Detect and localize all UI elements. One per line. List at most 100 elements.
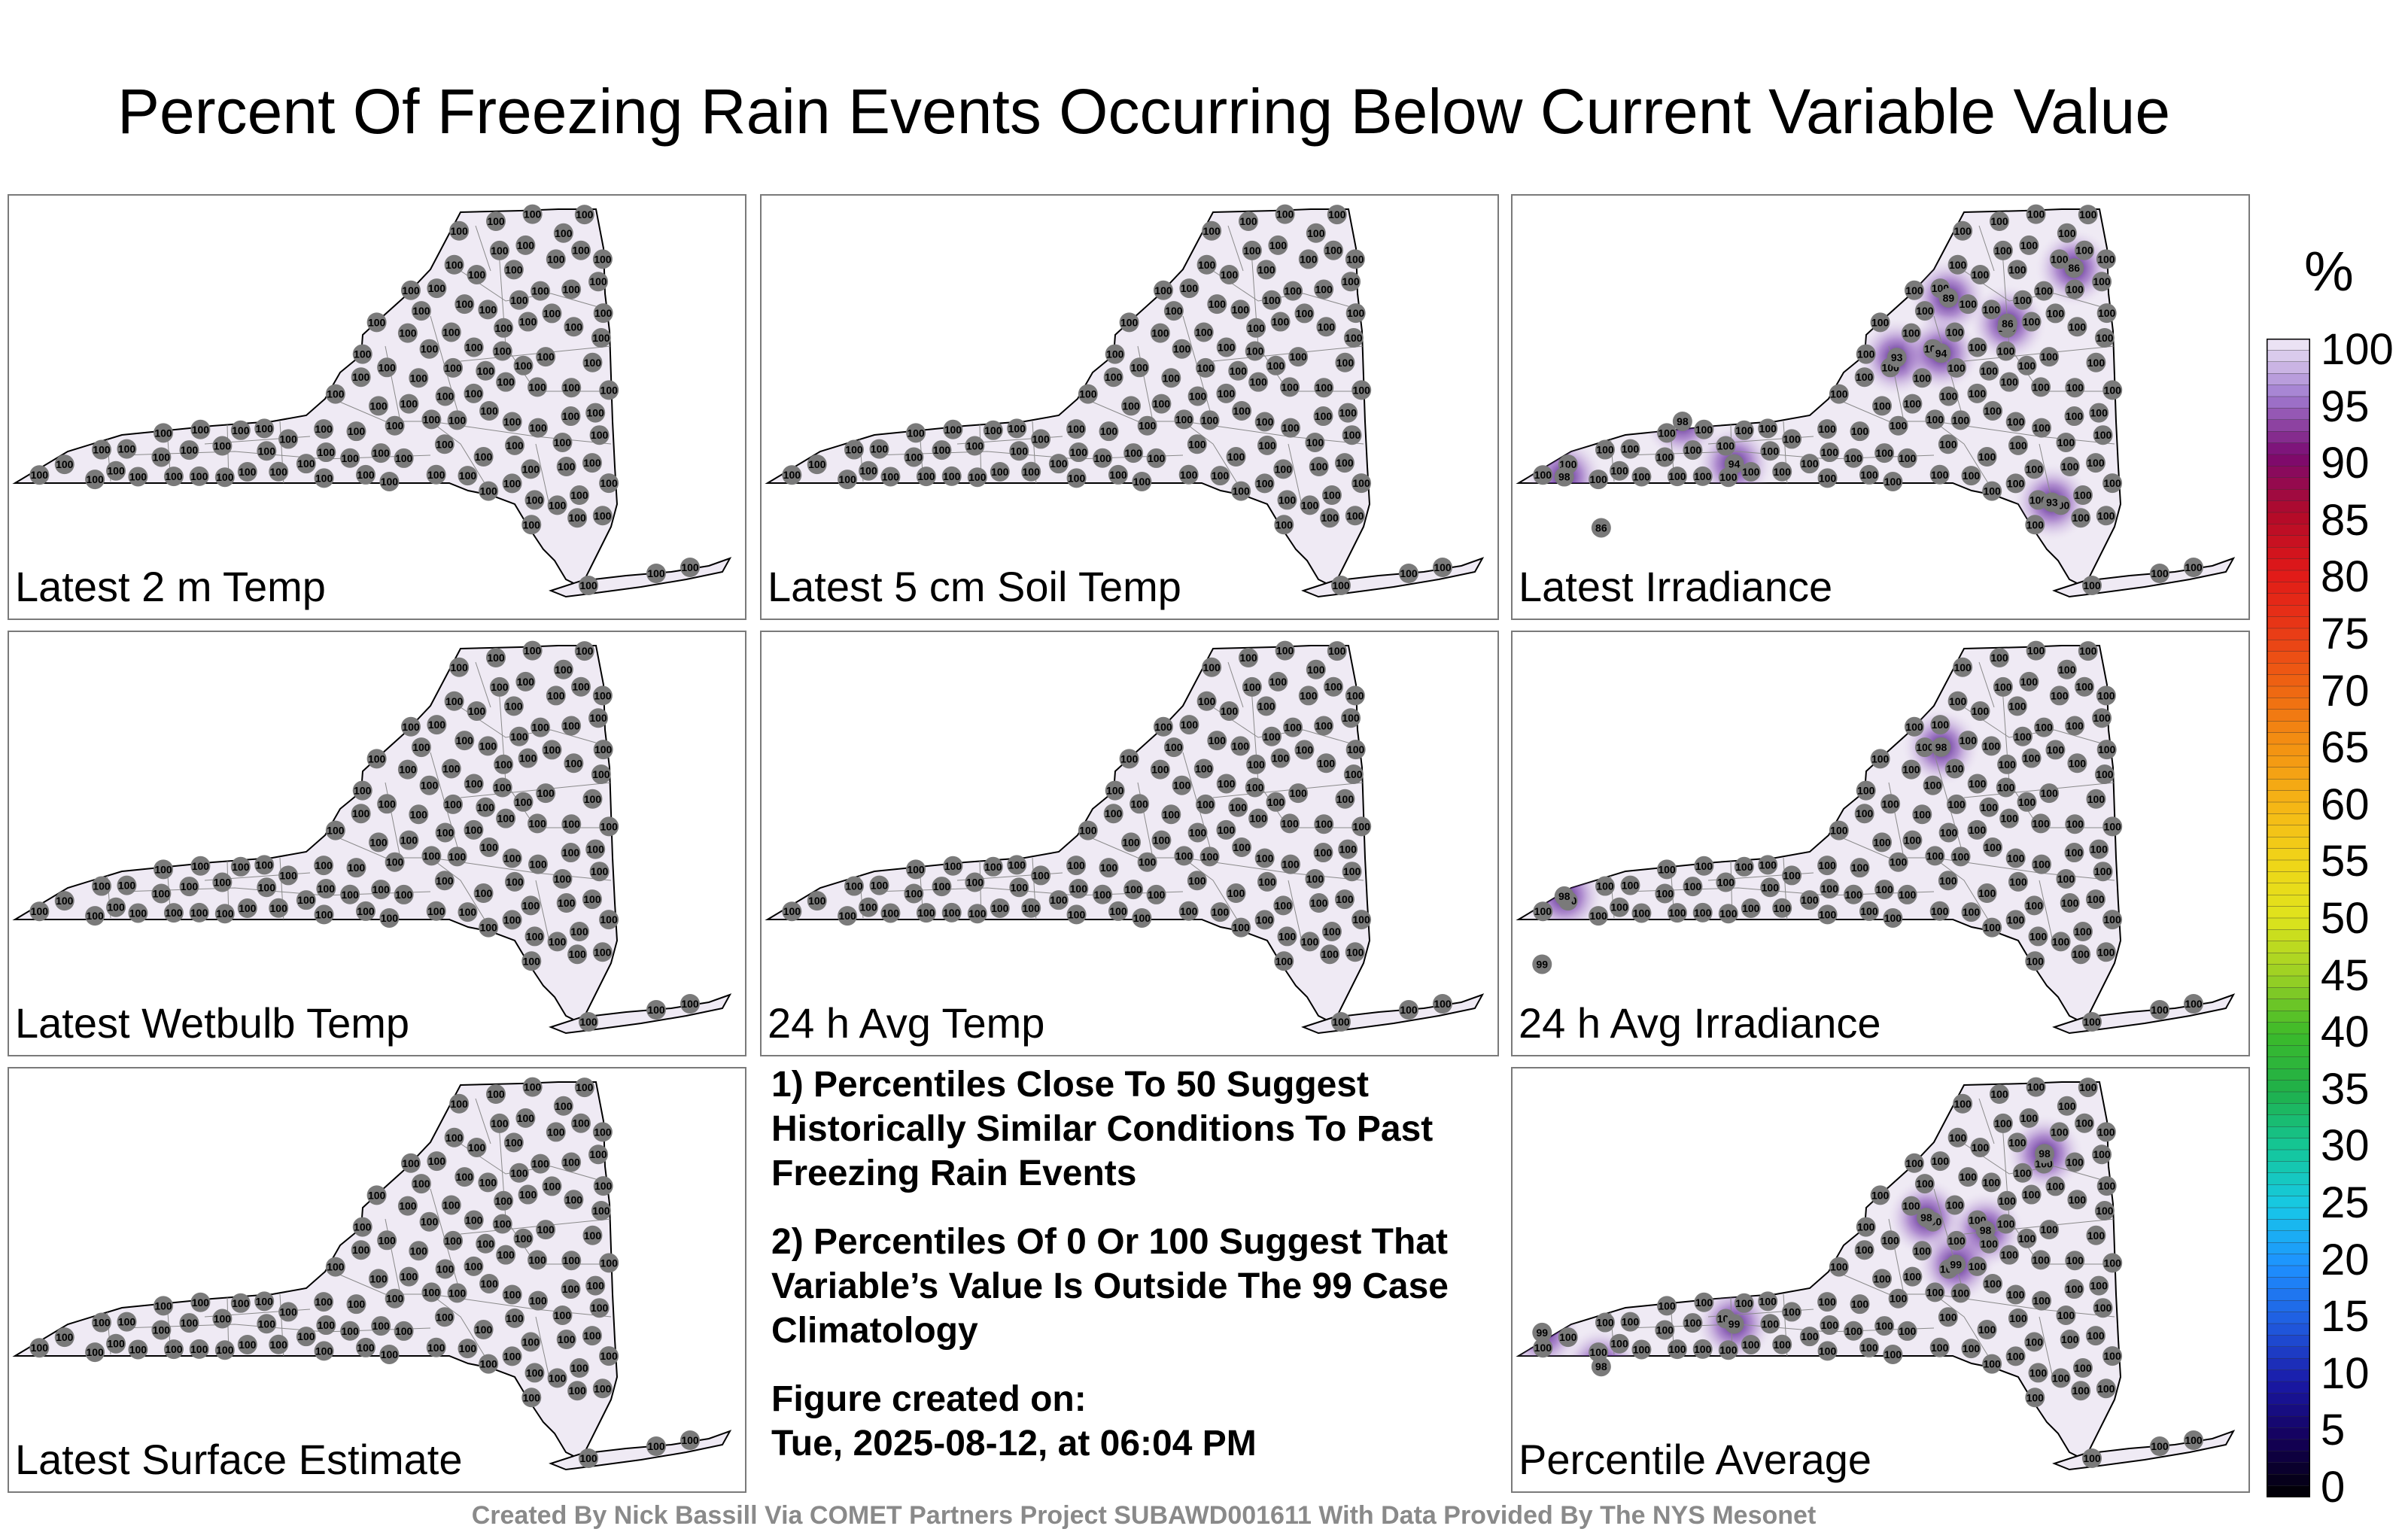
station-marker [351,367,371,388]
station-marker [1820,879,1840,899]
station-value: 100 [214,440,232,452]
colorbar-bin [2267,1393,2310,1406]
station-marker [904,883,924,904]
station-marker [1021,898,1041,918]
station-value: 100 [1209,298,1227,310]
station-value: 100 [1905,1157,1923,1169]
station-marker [106,460,126,481]
station-marker [54,454,74,475]
station-value: 100 [1873,1272,1891,1284]
station-value: 100 [2097,509,2115,521]
station-marker [1982,1354,2002,1374]
station-value: 100 [2103,913,2121,926]
station-value: 100 [1175,413,1193,425]
station-marker [54,1327,74,1348]
station-marker [29,901,50,922]
station-value: 100 [2069,757,2087,769]
station-marker [467,701,487,721]
station-value: 100 [2094,865,2112,877]
colorbar-tick-label: 55 [2321,837,2370,886]
station-value: 100 [165,470,183,482]
station-value: 100 [519,752,537,764]
station-marker [85,1342,105,1363]
station-marker [1238,211,1258,232]
station-value: 100 [1947,362,1966,374]
station-marker [2075,1113,2095,1133]
station-value: 100 [1067,423,1085,435]
station-marker [369,1269,389,1289]
station-value: 100 [1232,922,1250,934]
station-value: 89 [1943,292,1955,304]
station-marker [1912,804,1932,825]
station-marker [1305,432,1325,452]
station-value: 100 [2014,731,2032,743]
station-value: 100 [1336,457,1354,469]
station-value: 100 [1263,731,1281,743]
station-marker [1692,466,1713,486]
station-marker [2045,1176,2066,1196]
station-marker [1883,1344,1903,1364]
station-value: 100 [1256,852,1274,864]
station-marker [599,473,619,494]
station-value: 100 [129,907,147,919]
station-marker [352,780,372,801]
station-marker [434,434,455,454]
station-value: 100 [647,1004,665,1016]
station-marker [179,1313,199,1333]
station-marker [2005,473,2026,494]
station-value: 100 [421,780,439,792]
station-value: 100 [1622,443,1640,455]
county-boundary [1288,880,1304,949]
station-value: 100 [531,285,549,297]
station-value: 100 [1139,420,1157,432]
station-marker [1231,917,1251,938]
station-value: 100 [427,905,445,917]
station-marker [2075,676,2095,697]
station-value: 100 [410,372,428,384]
station-marker [278,865,299,886]
station-value: 100 [1300,689,1318,701]
station-value: 100 [1188,874,1206,886]
station-value: 100 [1202,661,1221,673]
station-value: 100 [1899,889,1917,901]
station-marker [2065,279,2085,299]
station-marker [91,876,111,896]
station-value: 100 [1434,561,1452,573]
station-value: 100 [1884,1348,1902,1360]
station-marker [379,471,400,491]
station-marker [536,783,556,804]
colorbar-bin [2267,582,2310,594]
station-value: 100 [1306,436,1324,448]
station-marker [455,1167,475,1187]
station-value: 100 [480,405,498,417]
colorbar-tick-label: 25 [2321,1178,2370,1227]
station-marker [2034,281,2054,301]
colorbar-bin [2267,755,2310,768]
station-marker [503,1132,524,1153]
station-value: 100 [386,856,404,868]
station-value: 100 [547,1126,565,1138]
station-marker [1179,715,1199,735]
station-marker [2096,506,2116,526]
station-marker [1883,907,1903,928]
county-boundary [2039,880,2055,949]
station-marker [1187,434,1207,454]
station-value: 100 [442,762,461,774]
station-marker [1902,1266,1923,1287]
station-value: 100 [2097,946,2115,958]
station-marker [1904,280,1924,300]
station-value: 100 [907,863,925,875]
station-marker [1342,425,1362,445]
station-marker [2056,868,2076,889]
station-marker [1268,235,1288,255]
station-value: 100 [1668,1343,1686,1355]
station-marker [314,419,334,439]
colorbar-bin [2267,350,2310,363]
station-value: 100 [1875,447,1893,459]
station-value: 100 [1742,466,1760,478]
station-marker [2065,378,2085,398]
station-marker [1327,205,1347,225]
station-value: 86 [2002,318,2014,330]
station-marker [2071,944,2091,965]
station-marker [561,1152,582,1172]
